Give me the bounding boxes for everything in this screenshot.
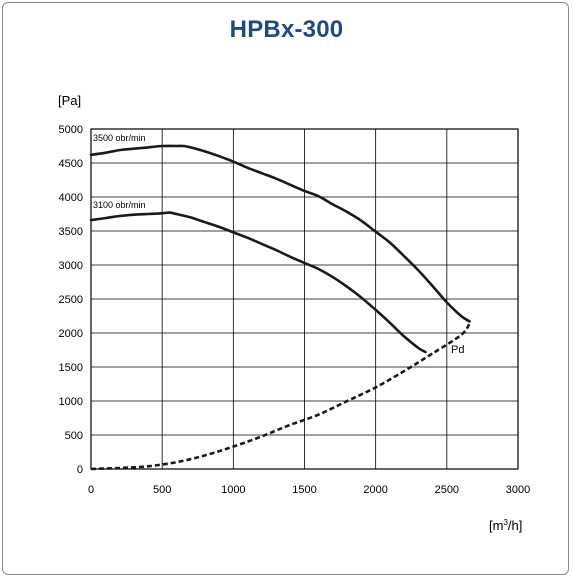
y-tick-label: 1500 [59,362,83,374]
series-line-3 [90,322,471,471]
y-tick-label: 0 [77,464,83,476]
chart-frame [2,2,569,575]
chart-title: HPBx-300 [229,16,344,43]
series-label-3: Pd [451,344,464,356]
y-tick-label: 5000 [59,124,83,136]
y-tick-label: 2000 [59,328,83,340]
x-tick-label: 3000 [506,484,530,496]
series-label-2: 3100 obr/min [93,200,146,210]
grid [90,128,519,470]
x-tick-label: 500 [153,484,171,496]
x-tick-label: 1000 [221,484,245,496]
y-axis-label: [Pa] [58,93,81,108]
tick-labels: 0 500 1000 1500 2000 2500 3000 0 500 1000 1500 2000… [59,124,531,496]
series-labels: 3500 obr/min 3100 obr/min Pd [93,133,464,356]
y-tick-label: 4000 [59,192,83,204]
series-line-1 [89,144,471,323]
y-tick-label: 3500 [59,226,83,238]
x-axis-label: [m3/h] [489,518,522,533]
series-label-1: 3500 obr/min [93,133,146,143]
y-tick-label: 500 [65,430,83,442]
y-tick-label: 1000 [59,396,83,408]
series-lines [89,144,471,471]
series-line-2 [89,211,427,354]
y-tick-label: 4500 [59,158,83,170]
y-tick-label: 2500 [59,294,83,306]
x-tick-label: 1500 [292,484,316,496]
x-tick-label: 0 [88,484,94,496]
y-tick-label: 3000 [59,260,83,272]
x-tick-label: 2000 [363,484,387,496]
x-tick-label: 2500 [435,484,459,496]
